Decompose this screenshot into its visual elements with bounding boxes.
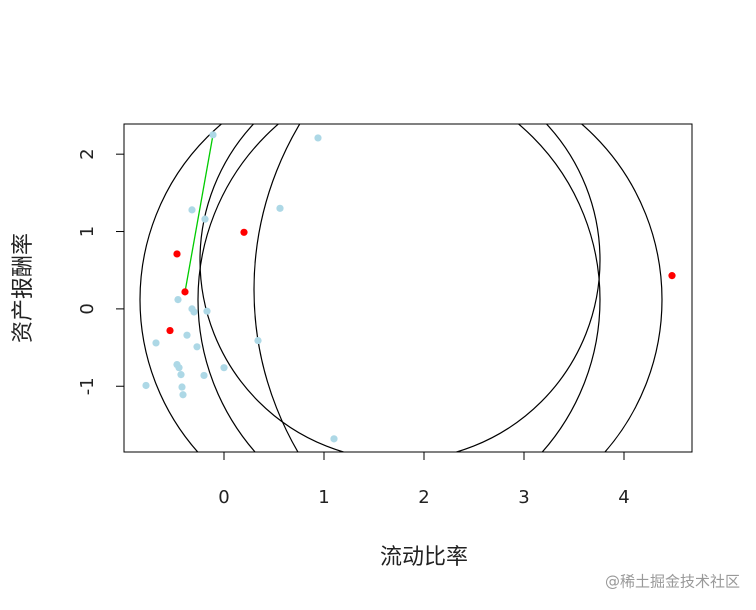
x-axis-label: 流动比率 bbox=[380, 545, 468, 570]
point bbox=[276, 204, 284, 212]
y-tick-label: 1 bbox=[77, 226, 98, 237]
y-tick-label: 2 bbox=[77, 148, 98, 159]
point bbox=[178, 383, 186, 391]
point bbox=[173, 250, 181, 258]
watermark: @稀土掘金技术社区 bbox=[605, 573, 740, 591]
point bbox=[175, 364, 183, 372]
point bbox=[193, 343, 201, 351]
point bbox=[152, 339, 160, 347]
x-tick-label: 0 bbox=[218, 487, 229, 508]
point bbox=[177, 371, 185, 379]
segment bbox=[184, 134, 214, 292]
point bbox=[188, 206, 196, 214]
point bbox=[330, 435, 338, 443]
circle bbox=[253, 124, 301, 452]
circle bbox=[197, 124, 663, 452]
x-tick-label: 3 bbox=[518, 487, 529, 508]
point bbox=[203, 307, 211, 315]
x-tick-label: 4 bbox=[618, 487, 629, 508]
point bbox=[181, 288, 189, 296]
point bbox=[200, 371, 208, 380]
point bbox=[220, 364, 228, 372]
point bbox=[201, 215, 209, 223]
plot-area bbox=[139, 124, 676, 452]
point bbox=[240, 228, 248, 236]
point bbox=[166, 326, 174, 335]
y-tick-label: -1 bbox=[77, 377, 98, 395]
point bbox=[314, 134, 322, 142]
point bbox=[209, 131, 217, 139]
point bbox=[190, 308, 198, 316]
point bbox=[183, 331, 191, 339]
plot-box bbox=[123, 123, 693, 453]
point bbox=[668, 272, 676, 280]
x-tick-label: 1 bbox=[318, 487, 329, 508]
point bbox=[174, 296, 182, 304]
point bbox=[179, 391, 187, 399]
point bbox=[254, 337, 262, 345]
y-tick-label: 0 bbox=[77, 303, 98, 314]
x-tick-label: 2 bbox=[418, 487, 429, 508]
point bbox=[142, 381, 150, 390]
y-axis-label: 资产报酬率 bbox=[11, 233, 36, 343]
circle bbox=[199, 124, 601, 452]
circle bbox=[139, 124, 601, 452]
